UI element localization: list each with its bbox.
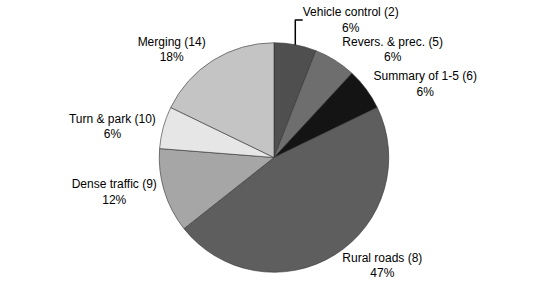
svg-text:Rural roads (8)47%: Rural roads (8)47% [342,251,422,281]
svg-text:Revers. & prec. (5)6%: Revers. & prec. (5)6% [342,35,443,65]
svg-text:Merging (14)18%: Merging (14)18% [138,35,206,65]
svg-text:Turn & park (10)6%: Turn & park (10)6% [69,112,156,142]
svg-text:Summary of 1-5 (6)6%: Summary of 1-5 (6)6% [374,69,477,99]
svg-text:Dense traffic (9)12%: Dense traffic (9)12% [72,177,157,207]
svg-text:Vehicle control (2)6%: Vehicle control (2)6% [303,5,399,35]
